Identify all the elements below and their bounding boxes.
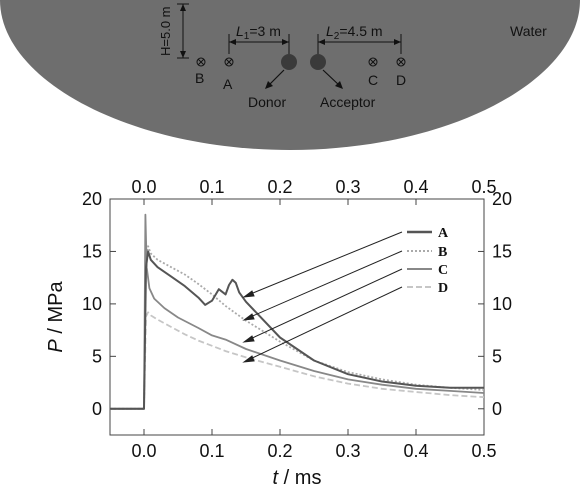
legend-label-c: C — [438, 263, 448, 278]
x-tick-label: 0.5 — [471, 441, 496, 461]
series-line-b — [110, 245, 485, 410]
x-tick-label: 0.0 — [131, 441, 156, 461]
l1-label: L1=3 m — [236, 23, 281, 42]
depth-label: H=5.0 m — [158, 7, 173, 57]
legend: A B C D — [407, 226, 449, 296]
x-top-tick-label: 0.0 — [131, 177, 156, 197]
axis-ticks: 0.0 0.0 0.1 0.1 0.2 0.2 0.3 0.3 0.4 0.4 0.5 0.5 0 0 5 5… — [82, 177, 512, 461]
depth-dimension: H=5.0 m — [158, 3, 189, 59]
donor-label: Donor — [248, 94, 286, 110]
gauge-c-label: C — [368, 72, 378, 88]
pointer-a-head — [242, 290, 255, 298]
pointer-c — [247, 268, 403, 341]
pointer-c-head — [242, 335, 255, 343]
gauge-c: C — [368, 57, 378, 88]
pressure-chart: 0.0 0.0 0.1 0.1 0.2 0.2 0.3 0.3 0.4 0.4 0.5 0.5 0 0 5 5… — [45, 177, 512, 487]
pointer-d-head — [242, 355, 255, 363]
plot-frame — [109, 198, 485, 436]
gauge-d: D — [396, 57, 406, 88]
y-tick-label: 15 — [82, 241, 102, 261]
gauge-b-label: B — [195, 70, 204, 86]
series-line-d — [110, 311, 485, 410]
x-tick-label: 0.2 — [267, 441, 292, 461]
gauge-a: A — [223, 57, 234, 92]
y-tick-label: 10 — [82, 294, 102, 314]
l2-label: L2=4.5 m — [326, 23, 383, 42]
legend-pointers — [242, 231, 403, 363]
schematic: Water H=5.0 m L1=3 m L2=4.5 m — [0, 0, 580, 150]
water-region — [0, 0, 580, 150]
gauge-b: B — [195, 57, 206, 86]
y-tick-label: 0 — [92, 399, 102, 419]
x-top-tick-label: 0.1 — [199, 177, 224, 197]
y-right-tick-label: 15 — [492, 241, 512, 261]
x-top-tick-label: 0.5 — [471, 177, 496, 197]
l2-dimension: L2=4.5 m — [317, 23, 402, 54]
legend-label-b: B — [438, 245, 447, 260]
donor-arrow — [265, 69, 285, 89]
x-tick-label: 0.1 — [199, 441, 224, 461]
x-tick-label: 0.4 — [403, 441, 428, 461]
gauge-d-label: D — [396, 72, 406, 88]
y-tick-label: 5 — [92, 346, 102, 366]
l1-dimension: L1=3 m — [228, 23, 290, 54]
gauge-a-label: A — [223, 76, 233, 92]
acceptor-label: Acceptor — [320, 94, 376, 110]
x-axis-title: t / ms — [273, 467, 322, 487]
y-tick-label: 20 — [82, 189, 102, 209]
series-lines — [110, 213, 485, 410]
series-line-c — [110, 213, 485, 410]
y-right-tick-label: 10 — [492, 294, 512, 314]
x-tick-label: 0.3 — [335, 441, 360, 461]
pointer-d — [247, 286, 403, 361]
y-axis-title: P / MPa — [45, 281, 67, 353]
x-top-tick-label: 0.4 — [403, 177, 428, 197]
acceptor-arrow — [322, 69, 343, 89]
pointer-b — [247, 250, 403, 319]
donor-charge — [281, 54, 297, 70]
pointer-a — [247, 231, 403, 296]
acceptor-charge — [310, 54, 326, 70]
pointer-b-head — [242, 313, 255, 321]
x-top-tick-label: 0.3 — [335, 177, 360, 197]
y-right-tick-label: 20 — [492, 189, 512, 209]
legend-label-a: A — [438, 226, 449, 241]
y-right-tick-label: 5 — [492, 346, 502, 366]
y-right-tick-label: 0 — [492, 399, 502, 419]
water-label: Water — [510, 23, 547, 39]
x-top-tick-label: 0.2 — [267, 177, 292, 197]
series-line-a — [110, 250, 484, 410]
legend-label-d: D — [438, 281, 448, 296]
